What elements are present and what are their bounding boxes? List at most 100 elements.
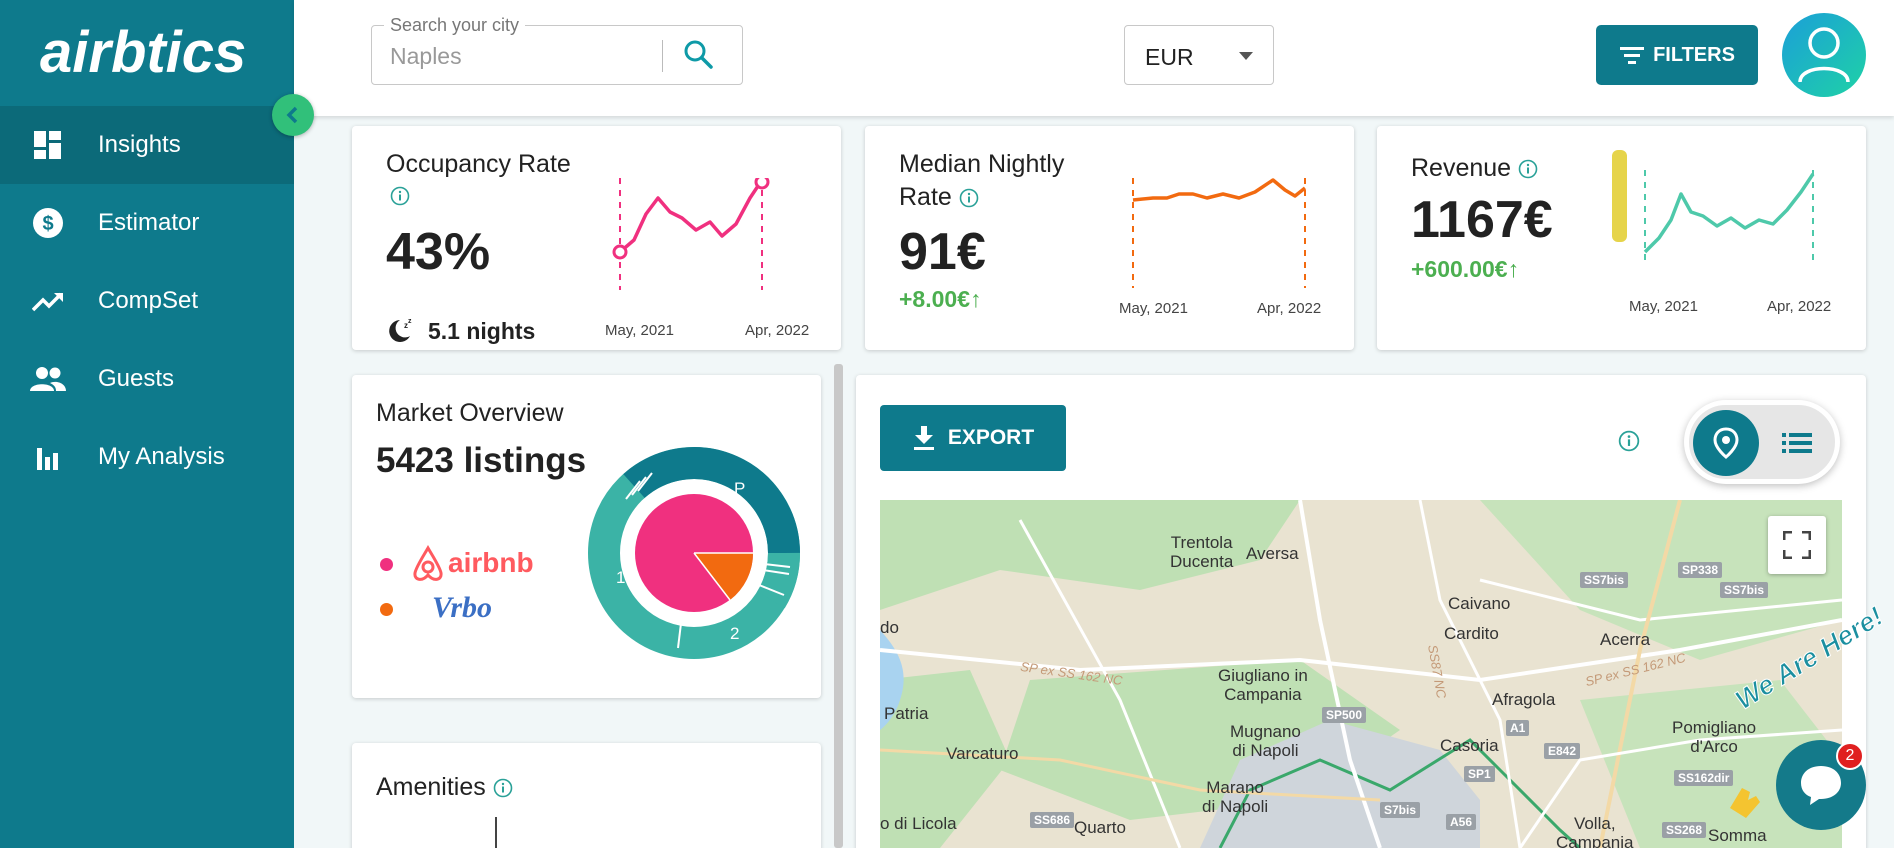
- revenue-x-end: Apr, 2022: [1767, 298, 1832, 315]
- road-label: SS7bis: [1580, 572, 1629, 588]
- revenue-value: 1167€: [1411, 191, 1553, 249]
- airbtics-logo[interactable]: airbtics: [40, 20, 247, 85]
- nightly-title-line1: Median Nightly: [899, 150, 1065, 178]
- road-label: SS162dir: [1674, 770, 1734, 786]
- occupancy-sparkline: [612, 178, 770, 290]
- svg-text:z: z: [404, 321, 408, 330]
- search-value[interactable]: Naples: [390, 43, 462, 69]
- revenue-highlight-bar: [1612, 150, 1627, 242]
- map-fullscreen-button[interactable]: [1768, 516, 1826, 574]
- nightly-x-end: Apr, 2022: [1257, 300, 1322, 317]
- place-label: Cardito: [1444, 624, 1499, 643]
- place-label: Caivano: [1448, 594, 1511, 613]
- currency-value: EUR: [1145, 44, 1194, 70]
- nightly-rate-title: Median Nightly Rate: [899, 148, 1064, 214]
- export-label: EXPORT: [947, 426, 1035, 449]
- road-label: S7bis: [1380, 802, 1421, 818]
- ring-label-2: 2: [730, 624, 739, 643]
- place-label: Trentola Ducenta: [1170, 533, 1234, 571]
- dollar-circle-icon: $: [30, 205, 66, 241]
- list-view-button[interactable]: [1779, 425, 1815, 461]
- top-header: Search your city Naples EUR FILTERS: [294, 0, 1894, 116]
- search-icon[interactable]: [682, 38, 716, 72]
- people-icon: [30, 361, 66, 397]
- vrbo-legend-label: Vrbo: [432, 591, 493, 624]
- currency-select[interactable]: EUR: [1124, 25, 1274, 85]
- map-view-button[interactable]: [1693, 410, 1759, 476]
- listings-count: 5423 listings: [376, 441, 587, 480]
- map-pin-icon: [1713, 427, 1739, 459]
- sidebar-item-my-analysis[interactable]: My Analysis: [0, 418, 294, 496]
- info-icon[interactable]: [1618, 430, 1640, 452]
- amenities-title: Amenities: [376, 773, 513, 802]
- search-divider: [662, 40, 663, 72]
- caret-down-icon: [1239, 52, 1253, 60]
- search-legend: Search your city: [384, 15, 526, 36]
- road-label: SS268: [1662, 822, 1707, 838]
- nightly-rate-value: 91€: [899, 223, 986, 281]
- place-label: Quarto: [1074, 818, 1126, 837]
- sidebar-item-estimator[interactable]: $ Estimator: [0, 184, 294, 262]
- road-label: E842: [1544, 743, 1581, 759]
- collapse-sidebar-button[interactable]: [272, 94, 314, 136]
- road-label: SS7bis: [1720, 582, 1769, 598]
- road-label: A1: [1506, 720, 1530, 736]
- amenities-title-text: Amenities: [376, 773, 486, 801]
- sidebar-nav: Insights $ Estimator CompSet Guests My A…: [0, 106, 294, 496]
- place-label: Pomigliano d'Arco: [1672, 718, 1757, 756]
- occupancy-title: Occupancy Rate: [386, 150, 571, 178]
- ring-label-1: 1: [616, 568, 625, 587]
- info-icon[interactable]: [390, 186, 410, 206]
- occupancy-value: 43%: [386, 223, 491, 281]
- place-label: do: [880, 618, 899, 637]
- sidebar-item-compset[interactable]: CompSet: [0, 262, 294, 340]
- list-icon: [1782, 433, 1812, 453]
- info-icon[interactable]: [1518, 159, 1538, 179]
- revenue-title: Revenue: [1411, 152, 1538, 185]
- sidebar-item-label: Estimator: [98, 209, 200, 236]
- map-list-toggle[interactable]: [1684, 400, 1840, 484]
- place-label: o di Licola: [880, 814, 957, 833]
- ring-label-p: P: [734, 479, 745, 498]
- info-icon[interactable]: [959, 188, 979, 208]
- revenue-sparkline: [1643, 170, 1815, 260]
- listings-map[interactable]: Trentola Ducenta Aversa Caivano Cardito …: [880, 500, 1842, 848]
- place-label: Varcaturo: [946, 744, 1019, 763]
- download-icon: [913, 426, 934, 450]
- sidebar: airbtics Insights $ Estimator CompSet Gu…: [0, 0, 294, 848]
- market-overview-title: Market Overview: [376, 399, 564, 427]
- avg-stay-nights: 5.1 nights: [428, 318, 536, 344]
- road-label: SP500: [1322, 707, 1367, 723]
- chat-unread-badge: 2: [1836, 742, 1864, 770]
- sidebar-item-guests[interactable]: Guests: [0, 340, 294, 418]
- occupancy-x-start: May, 2021: [605, 322, 674, 339]
- filters-button[interactable]: FILTERS: [1596, 25, 1758, 85]
- city-search-input[interactable]: Search your city Naples: [371, 15, 743, 85]
- info-icon[interactable]: [493, 778, 513, 798]
- sidebar-item-label: CompSet: [98, 287, 199, 314]
- revenue-title-text: Revenue: [1411, 154, 1512, 182]
- vrbo-legend-dot: [380, 603, 393, 616]
- place-label: Marano di Napoli: [1202, 778, 1269, 816]
- user-avatar[interactable]: [1782, 13, 1866, 97]
- market-overview-card: Market Overview 5423 listings airbnb Vrb…: [352, 375, 821, 698]
- nightly-x-start: May, 2021: [1119, 300, 1188, 317]
- sidebar-item-label: Insights: [98, 131, 181, 158]
- chat-bubble-icon: [1801, 766, 1841, 805]
- place-label: Volla, Campania: [1556, 814, 1634, 848]
- sidebar-item-insights[interactable]: Insights: [0, 106, 294, 184]
- dashboard-icon: [30, 127, 66, 163]
- revenue-delta: +600.00€↑: [1411, 256, 1520, 282]
- bar-chart-icon: [30, 439, 66, 475]
- sidebar-item-label: Guests: [98, 365, 175, 392]
- amenities-card: Amenities: [352, 743, 821, 848]
- svg-text:z: z: [408, 318, 412, 325]
- road-label: A56: [1446, 814, 1477, 830]
- revenue-card: Revenue 1167€ +600.00€↑ May, 2021 Apr, 2…: [1377, 126, 1866, 350]
- place-label: Patria: [884, 704, 929, 723]
- amenities-axis-line: [495, 817, 497, 848]
- content-scrollbar[interactable]: [834, 364, 843, 848]
- export-button[interactable]: EXPORT: [880, 405, 1066, 471]
